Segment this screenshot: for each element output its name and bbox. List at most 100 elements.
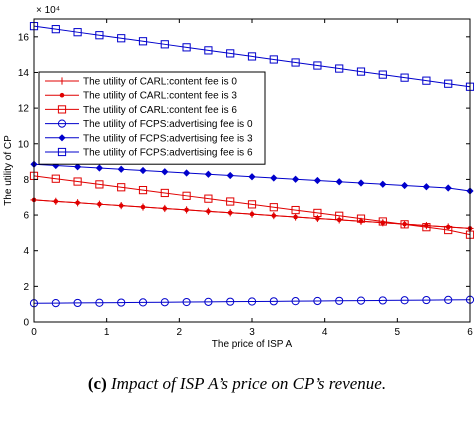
diamond-marker bbox=[401, 181, 409, 190]
square-marker bbox=[269, 55, 278, 64]
x-tick-label: 5 bbox=[395, 327, 401, 338]
square-marker bbox=[378, 217, 387, 226]
square-marker bbox=[117, 34, 126, 43]
series-line bbox=[33, 175, 471, 236]
dot-marker bbox=[59, 92, 65, 98]
legend-entry: The utility of FCPS:advertising fee is 3 bbox=[45, 133, 253, 144]
diamond-marker bbox=[422, 183, 430, 191]
y-tick-label: 8 bbox=[23, 175, 29, 186]
legend-entry: The utility of CARL:content fee is 3 bbox=[45, 91, 237, 102]
dot-marker bbox=[75, 200, 80, 206]
circle-marker bbox=[182, 297, 191, 307]
y-tick-label: 6 bbox=[23, 211, 29, 222]
square-marker bbox=[335, 211, 344, 220]
legend-label: The utility of CARL:content fee is 0 bbox=[83, 77, 237, 88]
square-marker bbox=[51, 25, 60, 34]
x-tick-label: 4 bbox=[322, 327, 328, 338]
square-marker bbox=[138, 186, 148, 195]
circle-marker bbox=[335, 296, 344, 305]
diamond-marker bbox=[117, 165, 125, 173]
square-marker bbox=[73, 28, 82, 37]
series-4 bbox=[30, 160, 474, 195]
y-tick-label: 16 bbox=[18, 32, 30, 43]
series-1 bbox=[31, 197, 473, 231]
dot-marker bbox=[118, 203, 124, 208]
square-marker bbox=[51, 174, 60, 183]
dot-marker bbox=[271, 213, 277, 218]
circle-marker bbox=[291, 297, 300, 306]
diamond-marker bbox=[335, 178, 343, 186]
x-axis-label: The price of ISP A bbox=[212, 339, 293, 350]
circle-marker bbox=[226, 297, 235, 306]
diamond-marker bbox=[183, 169, 191, 177]
square-marker bbox=[138, 37, 148, 46]
circle-marker bbox=[138, 298, 148, 307]
legend-label: The utility of CARL:content fee is 3 bbox=[83, 91, 237, 102]
dot-marker bbox=[184, 207, 189, 213]
dot-marker bbox=[206, 209, 211, 214]
square-marker bbox=[95, 31, 104, 40]
square-marker bbox=[313, 208, 322, 218]
dot-marker bbox=[97, 201, 102, 207]
square-marker bbox=[291, 205, 300, 215]
circle-marker bbox=[57, 119, 67, 128]
circle-marker bbox=[269, 297, 278, 306]
square-marker bbox=[117, 183, 126, 192]
dot-marker bbox=[249, 211, 255, 217]
diamond-marker bbox=[226, 171, 234, 180]
dot-marker bbox=[315, 216, 320, 221]
dot-marker bbox=[162, 206, 168, 211]
square-marker bbox=[356, 67, 366, 76]
dot-marker bbox=[53, 199, 59, 204]
diamond-marker bbox=[313, 176, 321, 185]
y-multiplier-label: × 10⁴ bbox=[36, 5, 60, 16]
circle-marker bbox=[313, 296, 322, 306]
x-tick-label: 2 bbox=[177, 327, 183, 338]
diamond-marker bbox=[161, 168, 169, 176]
circle-marker bbox=[160, 298, 169, 307]
diamond-marker bbox=[74, 163, 82, 171]
x-tick-label: 6 bbox=[467, 327, 473, 338]
circle-marker bbox=[422, 295, 431, 305]
diamond-marker bbox=[248, 173, 256, 181]
square-marker bbox=[160, 40, 169, 49]
diamond-marker bbox=[292, 175, 300, 183]
caption-text: Impact of ISP A’s price on CP’s revenue. bbox=[111, 374, 387, 393]
y-tick-label: 2 bbox=[23, 282, 29, 293]
circle-marker bbox=[247, 297, 257, 306]
y-tick-label: 10 bbox=[18, 139, 30, 150]
square-marker bbox=[269, 203, 278, 212]
square-marker bbox=[57, 105, 67, 114]
dot-marker bbox=[358, 218, 364, 224]
y-axis-label: The utility of CP bbox=[3, 135, 14, 206]
plot-area bbox=[29, 22, 474, 308]
plus-marker bbox=[58, 77, 66, 85]
x-tick-label: 0 bbox=[31, 327, 37, 338]
square-marker bbox=[247, 52, 257, 61]
legend-label: The utility of FCPS:advertising fee is 0 bbox=[83, 119, 253, 130]
square-marker bbox=[160, 188, 169, 198]
series-line bbox=[33, 25, 471, 88]
square-marker bbox=[356, 214, 366, 223]
square-marker bbox=[204, 194, 213, 203]
square-marker bbox=[247, 200, 257, 209]
diamond-marker bbox=[139, 166, 147, 175]
dot-marker bbox=[140, 204, 146, 210]
series-2 bbox=[29, 171, 474, 239]
square-marker bbox=[422, 76, 431, 85]
circle-marker bbox=[378, 296, 387, 305]
legend-label: The utility of FCPS:advertising fee is 6 bbox=[83, 148, 253, 159]
series-3 bbox=[29, 295, 474, 308]
circle-marker bbox=[51, 299, 60, 308]
square-marker bbox=[57, 147, 67, 157]
diamond-marker bbox=[379, 180, 387, 188]
dot-marker bbox=[445, 224, 451, 230]
circle-marker bbox=[356, 296, 366, 305]
y-tick-label: 14 bbox=[18, 68, 30, 79]
square-marker bbox=[291, 58, 300, 67]
legend-label: The utility of CARL:content fee is 6 bbox=[83, 105, 237, 116]
legend-entry: The utility of FCPS:advertising fee is 6 bbox=[45, 148, 253, 159]
square-marker bbox=[182, 191, 191, 200]
